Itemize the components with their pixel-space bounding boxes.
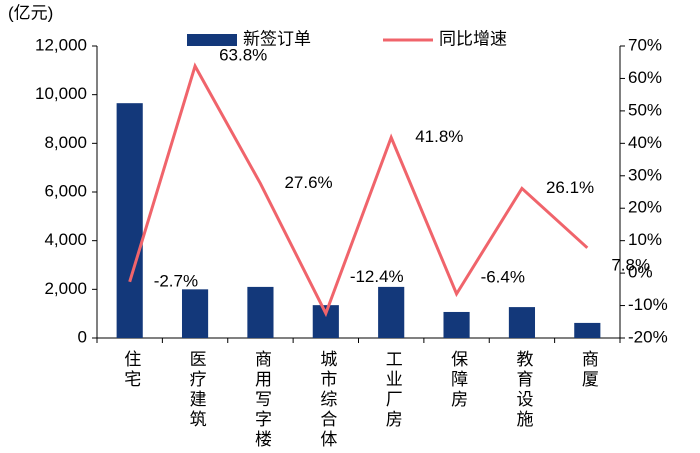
y-tick-label: 10,000: [35, 84, 87, 103]
data-label: 41.8%: [415, 127, 463, 146]
bar: [508, 307, 536, 338]
x-tick-label: 城市综合体: [317, 350, 337, 450]
bar: [247, 286, 274, 338]
x-tick-label: 住宅: [121, 350, 141, 390]
bar: [181, 289, 209, 338]
bar: [116, 103, 143, 338]
legend-swatch: [187, 34, 237, 46]
x-tick-label: 商厦: [579, 350, 599, 390]
x-tick-label: 医疗建筑: [187, 350, 207, 430]
y2-tick-label: 60%: [628, 68, 662, 87]
y2-tick-label: 70%: [628, 35, 662, 54]
x-tick-label: 保障房: [448, 350, 468, 410]
y-tick-label: 8,000: [44, 133, 87, 152]
y-tick-label: 2,000: [44, 279, 87, 298]
x-tick-label: 商用写字楼: [252, 350, 272, 450]
bar: [574, 322, 601, 338]
y2-tick-label: 30%: [628, 165, 662, 184]
y2-tick-label: 50%: [628, 100, 662, 119]
data-label: 27.6%: [284, 173, 332, 192]
y2-tick-label: -20%: [628, 327, 668, 346]
legend-label: 新签订单: [243, 29, 311, 48]
x-tick-label: 工业厂房: [383, 350, 403, 430]
data-label: 7.8%: [611, 255, 650, 274]
bar: [443, 311, 470, 338]
line: [128, 62, 589, 318]
data-label: -2.7%: [154, 271, 198, 290]
y-tick-label: 6,000: [44, 181, 87, 200]
data-label: 63.8%: [219, 46, 267, 65]
y2-tick-label: 20%: [628, 198, 662, 217]
y-tick-label: 12,000: [35, 35, 87, 54]
y-axis-label: (亿元): [8, 3, 53, 22]
y-tick-label: 0: [78, 327, 87, 346]
y-tick-label: 4,000: [44, 230, 87, 249]
data-label: -6.4%: [481, 267, 525, 286]
y2-tick-label: 10%: [628, 230, 662, 249]
y2-tick-label: -10%: [628, 295, 668, 314]
y2-tick-label: 40%: [628, 133, 662, 152]
bar: [378, 286, 405, 338]
data-label: -12.4%: [350, 267, 404, 286]
legend-label: 同比增速: [439, 29, 507, 48]
x-tick-label: 教育设施: [513, 350, 533, 430]
y2-tick-label: 0%: [628, 263, 653, 282]
data-label: 26.1%: [546, 178, 594, 197]
